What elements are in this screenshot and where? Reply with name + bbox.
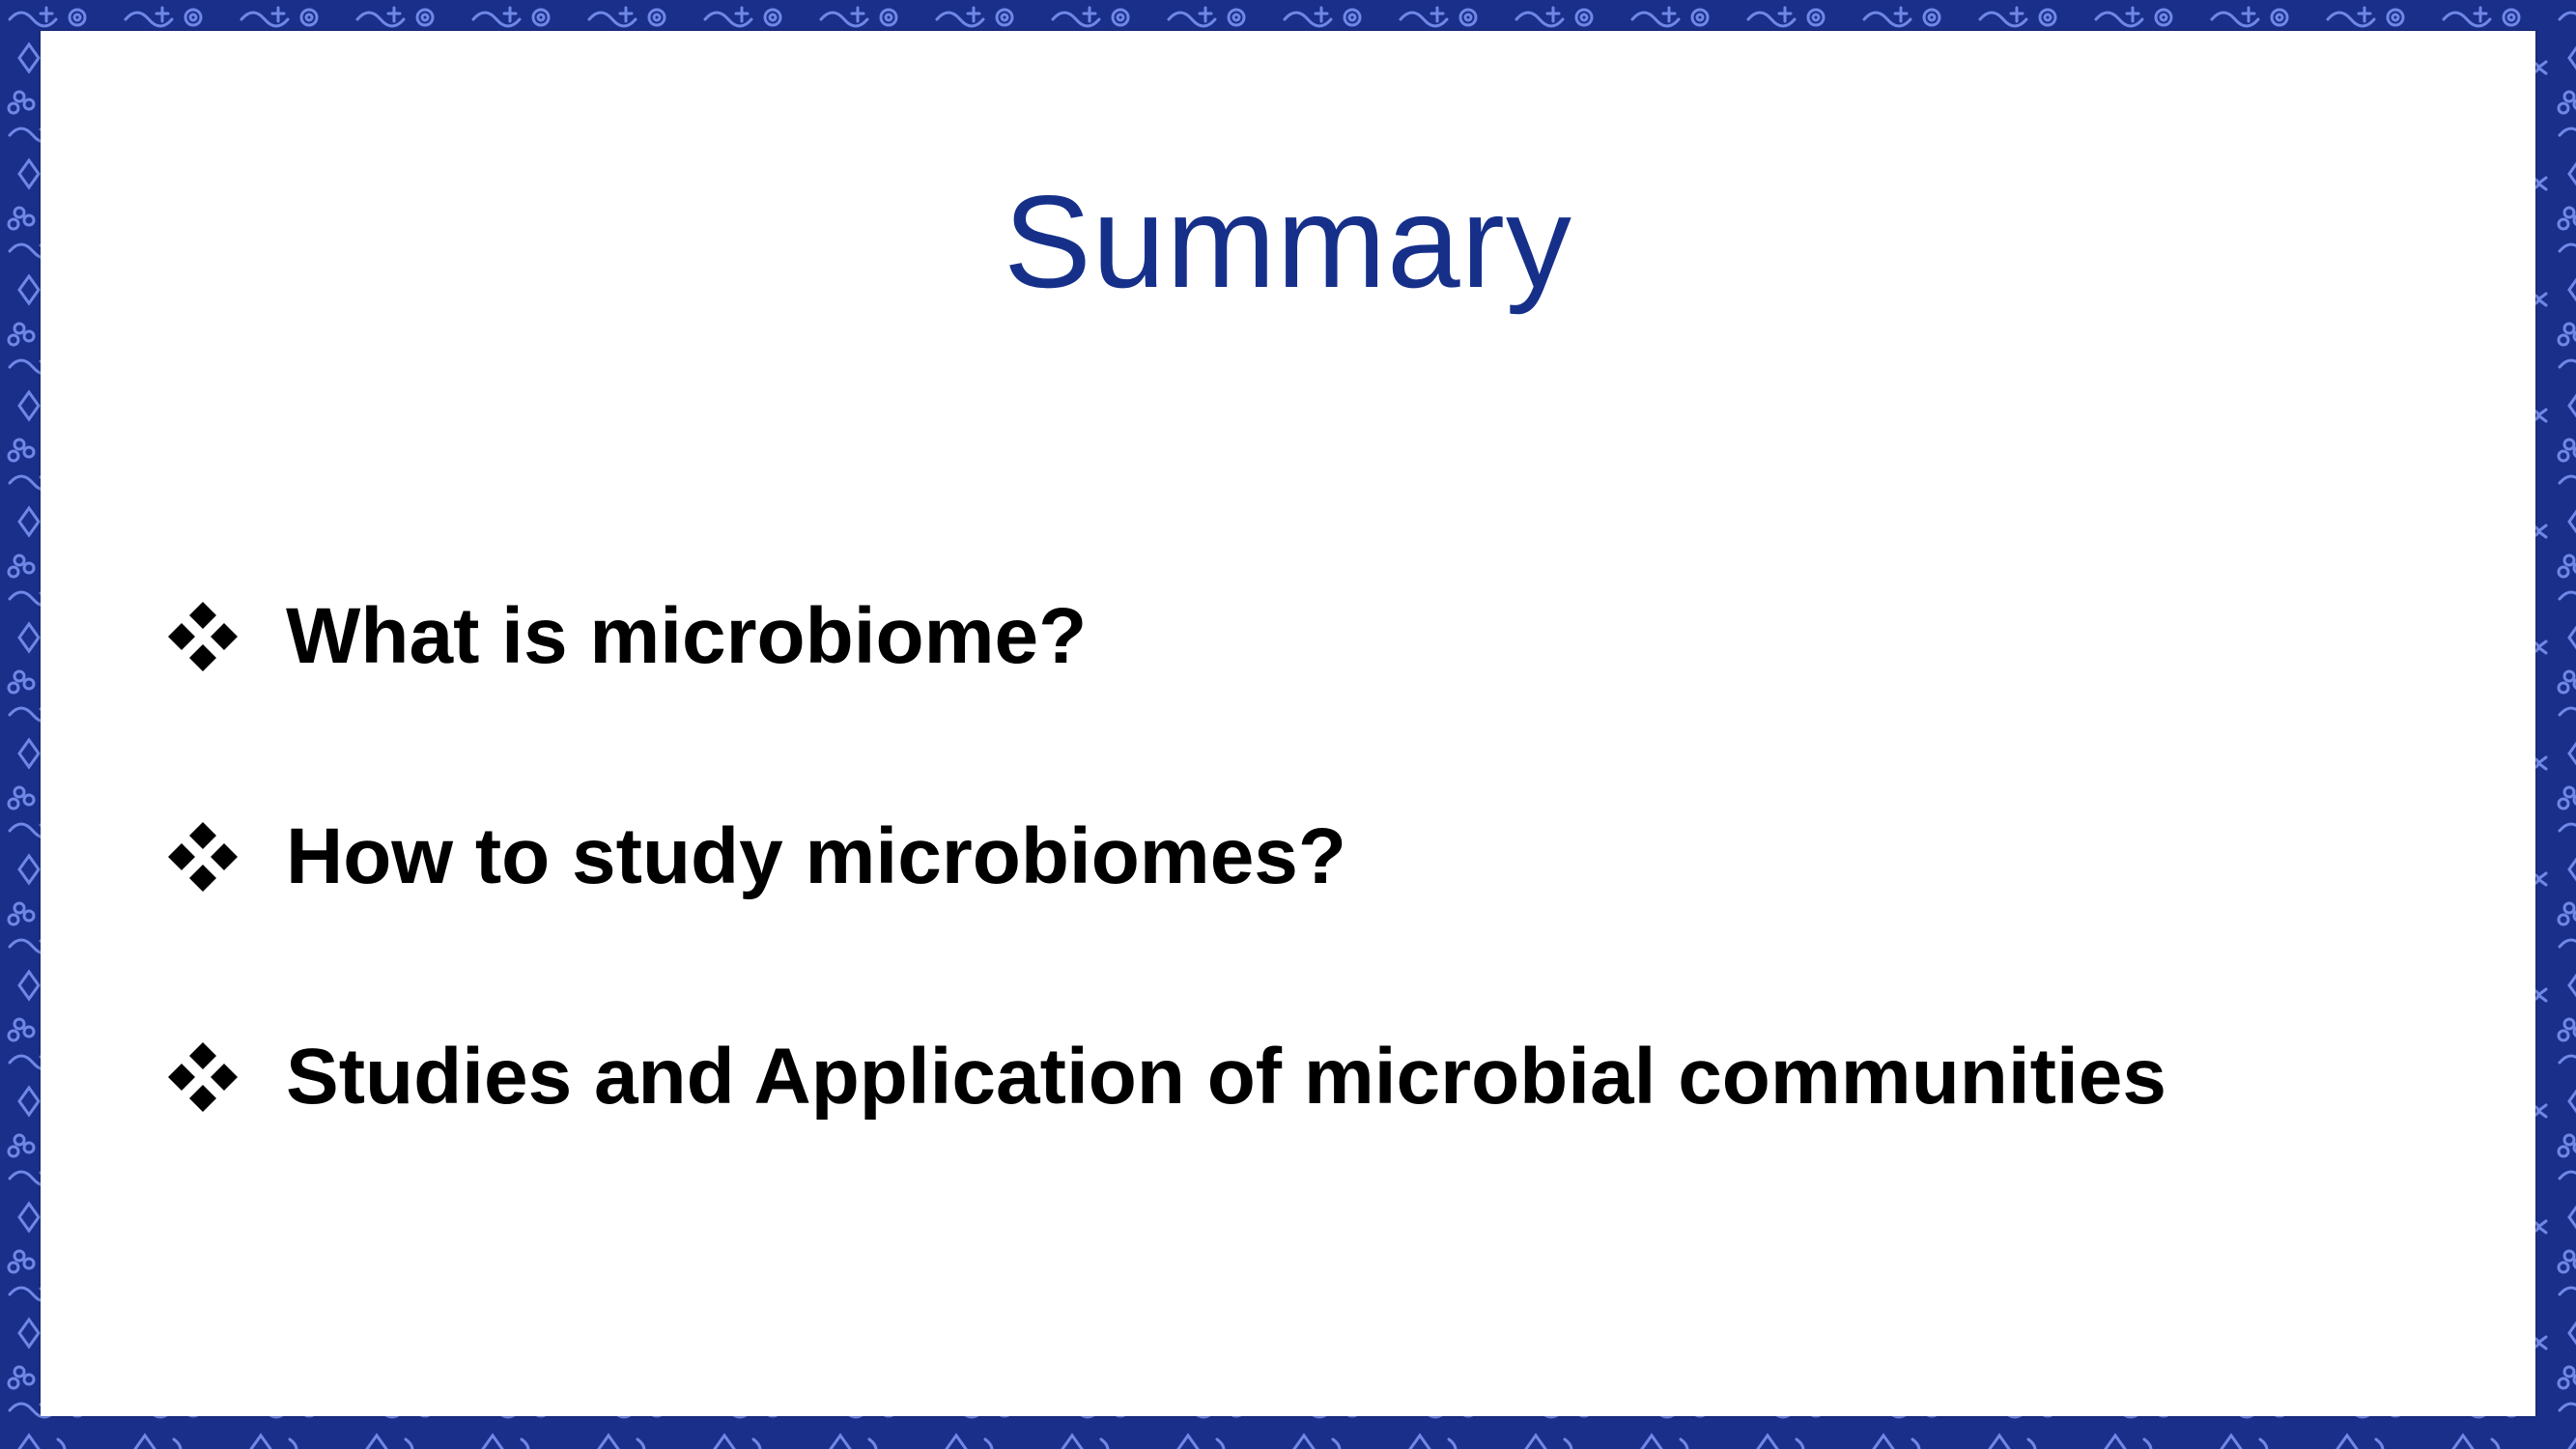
diamond-cluster-icon	[168, 822, 238, 892]
bullet-text: How to study microbiomes?	[286, 812, 1346, 900]
bullet-item: What is microbiome?	[164, 583, 1087, 690]
slide-content: Summary What is microbiome?	[41, 31, 2535, 1416]
bullet-item: Studies and Application of microbial com…	[164, 1024, 2166, 1130]
bullet-text: Studies and Application of microbial com…	[286, 1033, 2166, 1121]
bullet-text: What is microbiome?	[286, 592, 1088, 680]
bullet-list: What is microbiome? How to study microbi…	[164, 31, 2386, 1416]
diamond-cluster-icon	[168, 1042, 238, 1112]
diamond-cluster-icon	[168, 602, 238, 671]
bullet-item: How to study microbiomes?	[164, 804, 1346, 910]
slide-title: Summary	[1004, 168, 1572, 315]
